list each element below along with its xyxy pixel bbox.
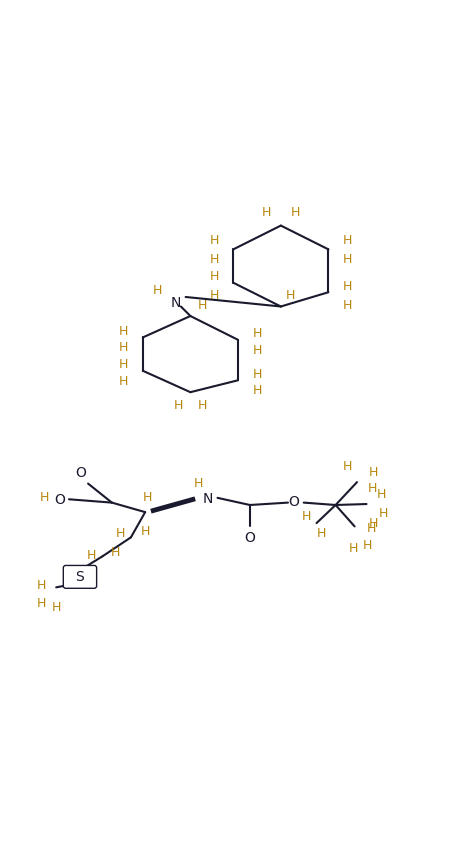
Text: H: H [343,298,352,311]
Text: H: H [343,279,352,292]
Text: H: H [119,358,129,371]
Text: H: H [378,506,388,520]
Text: H: H [252,327,262,340]
Text: H: H [194,476,203,490]
Text: H: H [143,491,152,504]
Text: H: H [348,542,358,555]
Text: O: O [289,495,299,509]
Text: H: H [317,527,326,539]
Text: H: H [119,341,129,354]
Text: H: H [119,325,129,337]
Text: O: O [245,530,255,544]
Text: H: H [209,234,219,247]
Text: H: H [363,538,372,551]
Text: H: H [343,253,352,266]
Text: H: H [301,509,311,522]
Text: H: H [369,516,378,529]
Text: H: H [116,527,125,539]
Text: H: H [377,487,387,500]
Text: H: H [198,298,207,311]
Text: H: H [367,481,377,495]
Text: H: H [152,284,162,297]
Text: H: H [343,234,352,247]
Text: H: H [252,343,262,356]
Text: O: O [76,465,86,479]
Text: H: H [343,459,352,472]
Text: H: H [119,374,129,388]
Text: H: H [40,491,49,504]
Text: N: N [203,492,213,505]
Text: H: H [209,289,219,302]
Text: H: H [174,398,183,412]
Text: H: H [252,384,262,397]
Text: H: H [367,521,376,534]
Text: H: H [286,289,295,302]
Text: H: H [209,253,219,266]
Text: H: H [51,600,61,613]
Text: H: H [37,579,47,592]
Text: H: H [252,367,262,380]
Text: H: H [140,524,150,537]
Text: S: S [76,570,84,584]
Text: H: H [209,270,219,283]
Text: H: H [111,545,120,558]
Text: H: H [262,205,271,219]
Text: N: N [171,296,181,309]
FancyBboxPatch shape [63,566,97,589]
Text: H: H [87,548,97,561]
Text: H: H [290,205,300,219]
Text: H: H [369,466,378,479]
Text: H: H [198,398,207,412]
Text: O: O [54,492,65,507]
Text: H: H [37,596,47,609]
